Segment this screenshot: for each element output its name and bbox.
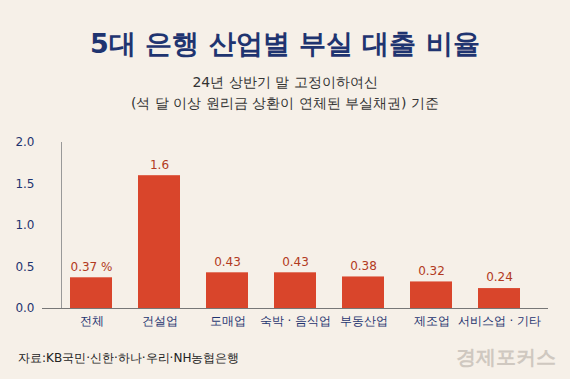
svg-text:1.0: 1.0 xyxy=(15,218,34,232)
svg-text:0.5: 0.5 xyxy=(15,260,34,274)
svg-text:건설업: 건설업 xyxy=(142,314,178,328)
svg-text:0.43: 0.43 xyxy=(214,255,241,269)
html-text:24년 상반기 말 고정이하여신: 24년 상반기 말 고정이하여신 xyxy=(192,74,378,90)
svg-text:1.5: 1.5 xyxy=(15,177,34,191)
html-text:자료:KB국민·신한·하나·우리·NH농협은행: 자료:KB국민·신한·하나·우리·NH농협은행 xyxy=(18,351,240,365)
svg-text:0.24: 0.24 xyxy=(486,270,513,284)
svg-text:0.43: 0.43 xyxy=(282,255,309,269)
svg-text:0.38: 0.38 xyxy=(350,259,377,273)
svg-text:0.0: 0.0 xyxy=(15,301,34,315)
html-text:5대 은행 산업별 부실 대출 비율: 5대 은행 산업별 부실 대출 비율 xyxy=(90,28,480,59)
html-text:경제포커스: 경제포커스 xyxy=(456,345,556,369)
svg-text:0.37 %: 0.37 % xyxy=(71,260,113,274)
svg-text:부동산업: 부동산업 xyxy=(340,314,388,328)
svg-text:0.32: 0.32 xyxy=(418,264,445,278)
svg-text:2.0: 2.0 xyxy=(15,135,34,149)
svg-text:숙박 · 음식업: 숙박 · 음식업 xyxy=(260,314,331,328)
svg-text:전체: 전체 xyxy=(80,314,104,328)
svg-text:1.6: 1.6 xyxy=(150,158,169,172)
svg-text:도매업: 도매업 xyxy=(210,314,246,328)
svg-text:서비스업 · 기타: 서비스업 · 기타 xyxy=(458,314,541,328)
html-text:(석 달 이상 원리금 상환이 연체된 부실채권) 기준: (석 달 이상 원리금 상환이 연체된 부실채권) 기준 xyxy=(131,95,439,111)
svg-text:제조업: 제조업 xyxy=(414,314,450,328)
